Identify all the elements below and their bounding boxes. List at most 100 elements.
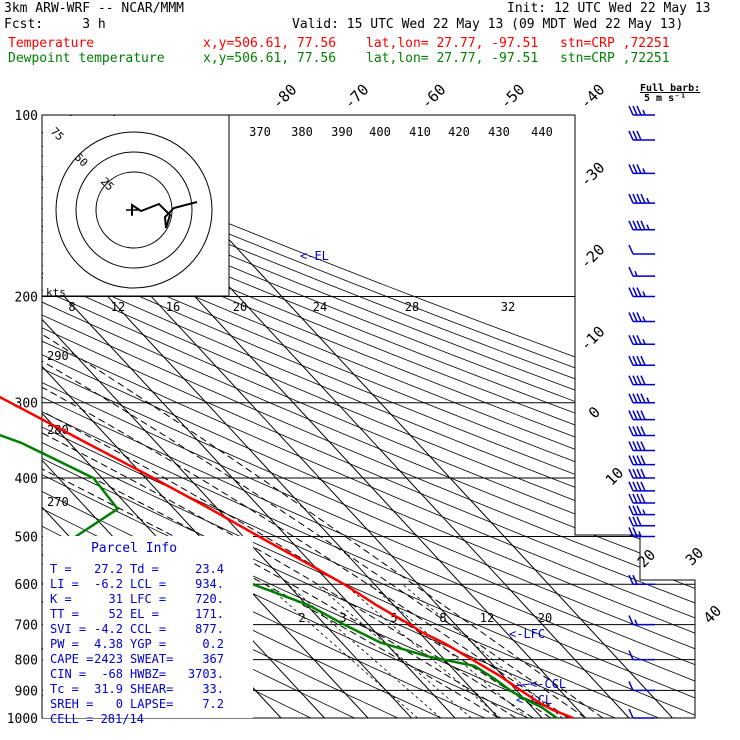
wind-barb-full bbox=[632, 312, 638, 322]
parcel-info-label: PW = bbox=[50, 637, 79, 651]
parcel-info-value: -68 bbox=[101, 667, 123, 681]
dewpoint-xy: x,y=506.61, 77.56 bbox=[203, 51, 337, 66]
wind-barb-500 bbox=[628, 527, 655, 538]
parcel-info-label: Tc = bbox=[50, 682, 79, 696]
isotherm-m20 bbox=[42, 115, 369, 718]
wind-barb-300 bbox=[628, 393, 655, 404]
parcel-info-label: SVI = bbox=[50, 622, 86, 636]
wind-barb-full bbox=[632, 193, 638, 204]
wind-barb-full bbox=[628, 193, 634, 204]
pressure-label-200: 200 bbox=[15, 291, 38, 306]
pressure-label-1000: 1000 bbox=[7, 712, 38, 727]
wind-barb-full bbox=[632, 164, 638, 174]
theta-label-410: 410 bbox=[409, 125, 431, 139]
isotherm-label--50: -50 bbox=[497, 81, 529, 113]
wind-barb-full bbox=[632, 426, 638, 436]
dewpoint-station: stn=CRP ,72251 bbox=[560, 51, 670, 66]
wind-barb-280 bbox=[628, 375, 655, 386]
chart-frame bbox=[41, 114, 696, 719]
wind-barb-full bbox=[628, 266, 634, 277]
pressure-label-400: 400 bbox=[15, 472, 38, 487]
dry-adiabat-530 bbox=[42, 115, 695, 718]
wind-barb-170 bbox=[628, 244, 655, 255]
wind-barb-full bbox=[632, 493, 638, 504]
wind-barb-full bbox=[636, 393, 642, 404]
wind-barb-420 bbox=[628, 481, 655, 492]
wind-barb-full bbox=[640, 220, 646, 231]
parcel-info-value: 720. bbox=[195, 592, 224, 606]
mixing-ratio-line-12 bbox=[369, 583, 528, 718]
dry-adiabat-320 bbox=[42, 115, 659, 718]
dry-adiabat-480 bbox=[42, 115, 695, 718]
wind-barb-full bbox=[636, 312, 642, 322]
wind-barb-full bbox=[636, 355, 642, 366]
wind-barb-full bbox=[636, 287, 642, 297]
wind-barb-full bbox=[632, 220, 638, 231]
dewpoint-latlon: lat,lon= 27.77, -97.51 bbox=[366, 51, 539, 66]
wind-barb-full bbox=[636, 481, 642, 492]
wind-barb-full bbox=[636, 220, 642, 231]
wind-barb-full bbox=[628, 287, 634, 297]
wind-barb-full bbox=[636, 426, 642, 436]
wind-barb-240 bbox=[628, 334, 655, 346]
wind-barb-full bbox=[632, 468, 638, 479]
mixing-ratio-label-5: 5 bbox=[390, 611, 397, 625]
hodograph-speed-label-20: 20 bbox=[233, 300, 247, 314]
dry-adiabat-360 bbox=[42, 115, 695, 718]
wind-barb-460 bbox=[628, 505, 655, 516]
mixing-ratio-label-12: 12 bbox=[480, 611, 494, 625]
mixing-ratio-label-2: 2 bbox=[298, 611, 305, 625]
parcel-info-label: LCL = bbox=[130, 577, 166, 591]
hodograph-speed-label-16: 16 bbox=[166, 300, 180, 314]
pressure-label-300: 300 bbox=[15, 397, 38, 412]
wind-barb-half bbox=[642, 109, 646, 116]
parcel-info-label: K = bbox=[50, 592, 72, 606]
wind-barb-full bbox=[636, 493, 642, 504]
wind-barb-900 bbox=[628, 681, 655, 692]
inset-label-290: 290 bbox=[47, 349, 69, 363]
wind-barb-full bbox=[640, 355, 646, 366]
wind-barb-full bbox=[640, 441, 646, 451]
wind-barb-half bbox=[638, 531, 642, 537]
wind-barb-full bbox=[628, 468, 634, 479]
parcel-info-label: CIN = bbox=[50, 667, 86, 681]
dry-adiabat-380 bbox=[42, 115, 695, 718]
parcel-info-value: 4.38 bbox=[94, 637, 123, 651]
wind-barb-full bbox=[632, 441, 638, 451]
parcel-info-label: TT = bbox=[50, 607, 79, 621]
dry-adiabat-440 bbox=[42, 115, 695, 718]
hodograph-speed-label-28: 28 bbox=[405, 300, 419, 314]
isotherm-label--20: -20 bbox=[577, 241, 609, 273]
parcel-info-label: SREH = bbox=[50, 697, 93, 711]
moist-adiabat-34 bbox=[42, 296, 604, 718]
plot-area bbox=[42, 115, 695, 718]
wind-barb-full bbox=[632, 334, 638, 345]
isotherm-label--70: -70 bbox=[341, 81, 373, 113]
isotherm-10 bbox=[42, 115, 499, 718]
moist-adiabat-26 bbox=[42, 296, 569, 718]
parcel-info-value: 23.4 bbox=[195, 562, 224, 576]
wind-barb-full bbox=[636, 516, 642, 527]
wind-barb-full bbox=[636, 164, 642, 174]
wind-barb-full bbox=[640, 410, 646, 420]
wind-barb-1000 bbox=[628, 708, 655, 719]
wind-barb-200 bbox=[628, 287, 655, 298]
dewpoint-profile bbox=[0, 433, 558, 720]
isotherm-label--60: -60 bbox=[418, 81, 450, 113]
dry-adiabat-510 bbox=[42, 115, 695, 718]
isotherm-label-40: 40 bbox=[700, 602, 726, 628]
temperature-xy: x,y=506.61, 77.56 bbox=[203, 36, 337, 51]
wind-barb-full bbox=[628, 505, 634, 515]
hodograph-background bbox=[43, 116, 229, 296]
parcel-info-label: CCL = bbox=[130, 622, 166, 636]
hodograph-speed-label-32: 32 bbox=[501, 300, 515, 314]
wind-barb-full bbox=[636, 441, 642, 451]
wind-barb-full bbox=[640, 426, 646, 436]
temperature-latlon: lat,lon= 27.77, -97.51 bbox=[366, 36, 539, 51]
moist-adiabat-14 bbox=[42, 296, 517, 718]
wind-barb-125 bbox=[628, 164, 655, 175]
wind-barb-480 bbox=[628, 516, 655, 527]
wind-barb-700 bbox=[628, 615, 655, 626]
wind-barb-full bbox=[636, 468, 642, 479]
valid-time: Valid: 15 UTC Wed 22 May 13 (09 MDT Wed … bbox=[292, 17, 684, 32]
